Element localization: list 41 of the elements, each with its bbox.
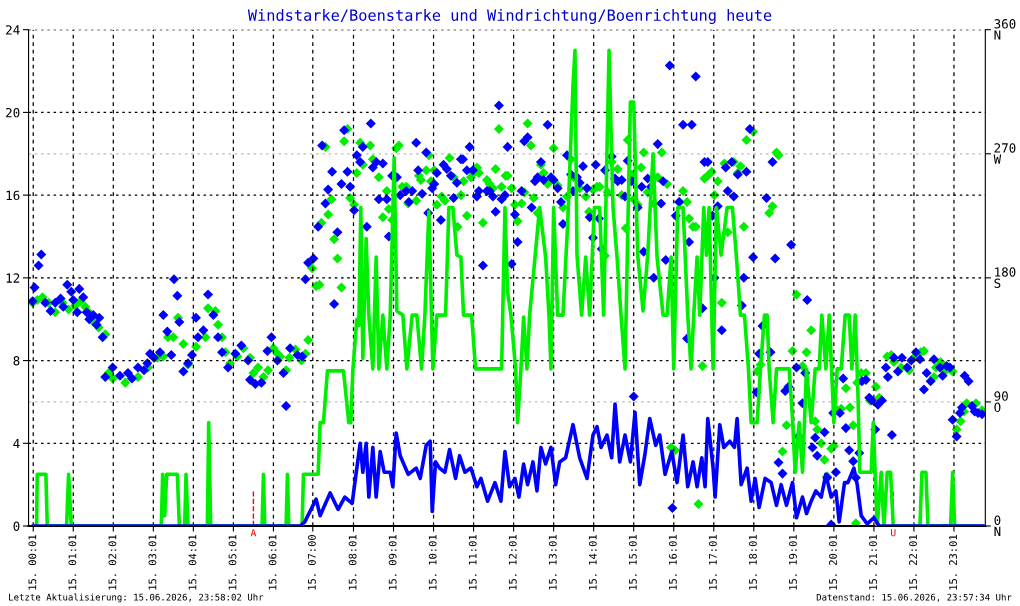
y-tick-label: 20 <box>6 107 20 118</box>
y-tick-label: 0 <box>13 521 20 531</box>
x-tick-label: 15. 14:01 <box>588 535 597 590</box>
y2-tick-label: 270 W <box>993 143 1016 164</box>
x-tick-label: 15. 00:01 <box>28 535 37 590</box>
x-tick-label: 15. 02:01 <box>108 535 117 590</box>
y2-tick-label: 360 N <box>994 19 1016 40</box>
y-tick-label: 4 <box>13 438 20 449</box>
x-tick-label: 15. 23:01 <box>949 535 958 590</box>
x-tick-label: 15. 01:01 <box>68 535 77 590</box>
y2-tick-label: 180 S <box>994 267 1016 288</box>
y-tick-label: 16 <box>6 190 20 201</box>
x-tick-label: 15. 10:01 <box>428 535 437 590</box>
y-tick-label: 12 <box>6 273 20 283</box>
x-tick-label: 15. 08:01 <box>348 535 357 590</box>
x-tick-label: 15. 03:01 <box>148 535 157 590</box>
chart-title: Windstarke/Boenstarke und Windrichtung/Boenrichtung heute <box>247 9 772 24</box>
x-tick-label: 15. 20:01 <box>829 535 837 590</box>
x-tick-label: 15. 17:01 <box>708 535 717 590</box>
y2-tick-label: 90 O <box>994 391 1008 413</box>
x-tick-label: 15. 05:01 <box>228 535 237 590</box>
x-tick-label: 15. 16:01 <box>668 535 677 590</box>
x-tick-label: 15. 15:01 <box>628 535 637 590</box>
x-tick-label: 15. 13:01 <box>548 535 557 590</box>
text: Letzte Aktualisierung: 15.06.2026, 23:58:02 Uhr <box>9 593 264 603</box>
y-tick-label: 8 <box>13 356 20 366</box>
x-tick-label: 15. 12:01 <box>508 535 517 590</box>
x-tick-label: 15. 11:01 <box>468 535 477 590</box>
x-tick-label: 15. 19:01 <box>789 535 797 590</box>
x-tick-label: 15. 06:01 <box>268 535 277 590</box>
y-tick-label: 24 <box>6 25 20 35</box>
x-tick-label: 15. 21:01 <box>869 535 877 590</box>
x-tick-label: 15. 09:01 <box>388 535 397 590</box>
x-tick-label: 15. 18:01 <box>748 535 757 590</box>
ref-line-label: U <box>891 529 896 537</box>
y2-tick-label: 0 N <box>994 515 1001 536</box>
x-tick-label: 15. 22:01 <box>909 535 917 590</box>
x-tick-label: 15. 07:00 <box>307 535 316 590</box>
text: Datenstand: 15.06.2026, 23:57:34 Uhr <box>816 593 1012 602</box>
ref-line-label: A <box>250 529 257 537</box>
x-tick-label: 15. 04:01 <box>188 535 197 590</box>
